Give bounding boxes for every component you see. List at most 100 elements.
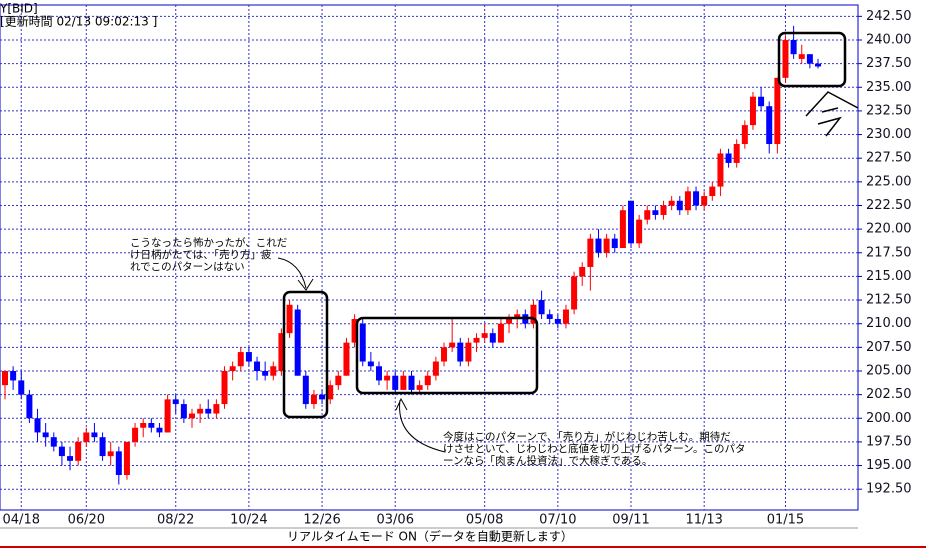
candle-body: [26, 394, 33, 419]
x-tick-label: 11/13: [685, 513, 722, 528]
candle-body: [58, 446, 65, 457]
annotation: 今度はこのパターンで、「売り方」がじわじわ苦しむ。期待だ: [443, 430, 731, 443]
candle-body: [384, 375, 391, 381]
candle-body: [221, 370, 228, 405]
candle-body: [367, 361, 374, 367]
y-tick-label: 232.50: [866, 103, 912, 118]
candle-body: [514, 314, 521, 319]
candle-body: [310, 394, 317, 405]
update-time: [更新時間 02/13 09:02:13 ]: [0, 14, 157, 29]
x-tick-label: 12/26: [303, 513, 340, 528]
candle-body: [359, 323, 366, 362]
y-tick-label: 192.50: [866, 482, 912, 497]
candle-body: [562, 309, 569, 324]
candle-body: [213, 404, 220, 414]
candle-body: [172, 399, 179, 405]
x-tick-label: 06/20: [68, 513, 105, 528]
candle-body: [408, 375, 415, 390]
highlight-box: [777, 31, 847, 88]
candle-body: [156, 427, 163, 433]
candle-body: [18, 380, 25, 395]
candle-body: [262, 370, 269, 376]
candle-body: [766, 106, 773, 145]
y-tick-label: 237.50: [866, 56, 912, 71]
candle-body: [294, 309, 301, 376]
candle-body: [99, 437, 106, 457]
candle-body: [595, 238, 602, 253]
candle-body: [473, 337, 480, 343]
y-tick-label: 222.50: [866, 198, 912, 213]
candle-body: [571, 276, 578, 310]
candle-body: [628, 200, 635, 244]
x-tick-label: 10/24: [230, 513, 267, 528]
y-tick-label: 212.50: [866, 293, 912, 308]
candle-body: [676, 200, 683, 211]
y-tick-label: 202.50: [866, 387, 912, 402]
candle-body: [351, 318, 358, 343]
x-tick-label: 07/10: [539, 513, 576, 528]
candle-body: [644, 210, 651, 220]
candle-body: [278, 333, 285, 371]
candle-body: [91, 432, 98, 438]
y-tick-label: 215.00: [866, 269, 912, 284]
x-tick-label: 08/22: [157, 513, 194, 528]
candle-body: [34, 418, 41, 433]
candle-body: [302, 375, 309, 405]
arrow: [277, 257, 314, 291]
y-tick-label: 200.00: [866, 411, 912, 426]
candle-body: [400, 375, 407, 390]
candle-body: [335, 375, 342, 386]
y-tick-label: 205.00: [866, 363, 912, 378]
candle-body: [733, 144, 740, 163]
candle-body: [660, 205, 667, 215]
highlight-box: [355, 316, 539, 395]
y-tick-label: 217.50: [866, 245, 912, 260]
candle-body: [229, 366, 236, 371]
candle-body: [441, 347, 448, 362]
candle-body: [652, 210, 659, 215]
candle-body: [741, 125, 748, 145]
handwriting: [805, 91, 859, 137]
candle-body: [319, 394, 326, 400]
candle-body: [790, 39, 797, 55]
annotation: こうなったら怖かったが、これだ: [130, 236, 287, 249]
candle-body: [327, 385, 334, 400]
candle-body: [636, 219, 643, 244]
candle-body: [197, 408, 204, 414]
status-text: リアルタイムモード ON（データを自動更新します）: [287, 529, 573, 544]
candle-body: [67, 456, 74, 461]
y-tick-label: 225.00: [866, 174, 912, 189]
y-tick-label: 230.00: [866, 127, 912, 142]
x-tick-label: 09/11: [612, 513, 649, 528]
annotation: ーンなら「肉まん投資法」で大稼ぎである。: [443, 454, 652, 467]
annotation: けさせといて、じわじわと底値を切り上げるパターン。このパタ: [443, 442, 746, 455]
candle-body: [603, 238, 610, 253]
x-tick-label: 04/18: [3, 513, 40, 528]
header: Y[BID]: [0, 2, 38, 16]
candle-body: [50, 437, 57, 447]
highlight-box: [282, 290, 329, 419]
y-tick-label: 210.00: [866, 316, 912, 331]
candle-body: [554, 318, 561, 324]
x-tick-label: 01/15: [767, 513, 804, 528]
candle-body: [758, 96, 765, 107]
candle-body: [424, 375, 431, 386]
y-tick-label: 195.00: [866, 458, 912, 473]
annotation: れでこのパターンはない: [130, 261, 245, 273]
candle-body: [254, 361, 261, 371]
candle-body: [123, 441, 130, 476]
candle-body: [449, 342, 456, 348]
y-tick-label: 207.50: [866, 340, 912, 355]
candle-body: [148, 422, 155, 428]
candle-body: [815, 63, 821, 67]
candle-body: [10, 370, 17, 381]
candle-body: [611, 238, 618, 249]
arrow: [395, 397, 446, 453]
candle-body: [115, 451, 122, 476]
candle-body: [546, 314, 553, 319]
candle-body: [668, 200, 675, 206]
candle-body: [684, 191, 691, 211]
candle-body: [806, 54, 813, 64]
